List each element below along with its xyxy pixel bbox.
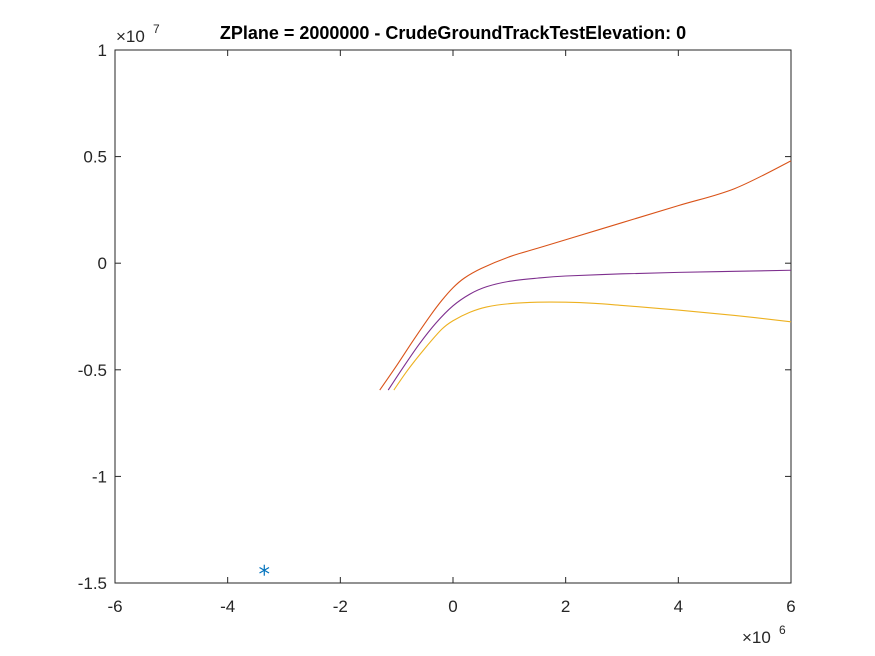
series-line-2: [387, 269, 792, 391]
y-tick-label: 1: [98, 41, 107, 60]
x-multiplier-exponent: 6: [779, 623, 786, 637]
x-axis-multiplier: ×10 6: [742, 623, 786, 647]
series-line-1: [379, 160, 792, 391]
y-axis-multiplier: ×10 7: [116, 22, 160, 46]
series-line-3: [393, 301, 792, 391]
x-tick-label: -2: [333, 597, 348, 616]
y-tick-label: -1.5: [78, 574, 107, 593]
x-tick-label: -4: [220, 597, 235, 616]
x-tick-label: 2: [561, 597, 570, 616]
x-multiplier-base: ×10: [742, 628, 771, 647]
y-tick-label: 0.5: [83, 148, 107, 167]
x-tick-label: 6: [786, 597, 795, 616]
x-tick-label: 0: [448, 597, 457, 616]
plot-area: [114, 49, 792, 584]
x-tick-label: 4: [674, 597, 683, 616]
y-multiplier-base: ×10: [116, 27, 145, 46]
series-layer: [259, 160, 792, 576]
y-tick-label: -0.5: [78, 361, 107, 380]
y-tick-label: 0: [98, 254, 107, 273]
chart-title: ZPlane = 2000000 - CrudeGroundTrackTestE…: [220, 23, 686, 43]
y-tick-label: -1: [92, 467, 107, 486]
asterisk-marker: [259, 564, 270, 576]
ticks-layer: -6 -4 -2 0 2 4 6 -1.5 -1 -0.5 0 0.5 1: [78, 41, 796, 616]
y-multiplier-exponent: 7: [153, 22, 160, 36]
x-tick-label: -6: [107, 597, 122, 616]
